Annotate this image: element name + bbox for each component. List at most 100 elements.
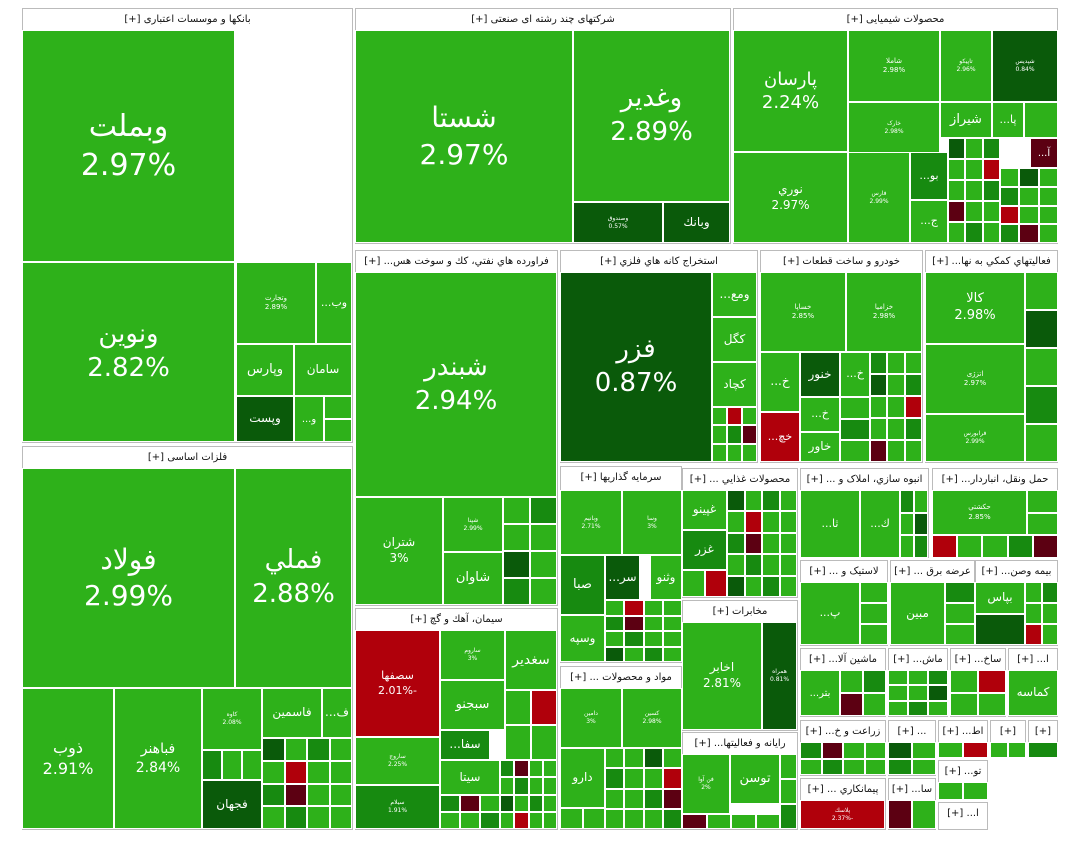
small-tile — [840, 397, 870, 419]
small-tile — [1025, 624, 1042, 645]
small-tile — [744, 532, 762, 555]
stock-tile: وبانيم 2.71% — [560, 490, 622, 555]
small-tile — [643, 646, 663, 662]
stock-change: 2.99% — [84, 579, 173, 612]
small-tile — [950, 670, 978, 693]
small-tile — [460, 812, 480, 829]
stock-tile: بتر... — [800, 670, 840, 716]
stock-name: غپينو — [692, 502, 717, 517]
stock-tile: وبانك — [663, 202, 730, 243]
small-tile — [744, 490, 762, 512]
stock-name: حكشتي — [968, 503, 991, 512]
small-tile — [704, 570, 727, 597]
sector-title: [+] — [1029, 721, 1057, 742]
small-tile — [1019, 205, 1039, 225]
stock-name: همراه — [772, 668, 787, 676]
small-tile — [1000, 168, 1020, 187]
small-tile — [840, 670, 863, 693]
small-tile — [755, 814, 780, 829]
stock-name: فملي — [264, 545, 323, 576]
small-tile — [624, 600, 644, 616]
small-tile — [662, 748, 682, 769]
small-tile — [712, 407, 727, 426]
small-tile — [727, 443, 742, 462]
small-tile — [821, 742, 843, 759]
stock-tile: وپست — [236, 396, 294, 442]
stock-name: فاسمين — [272, 705, 312, 720]
stock-name: كالا — [966, 291, 984, 307]
stock-name: ساروم — [464, 647, 481, 655]
small-tile — [643, 600, 663, 616]
small-tile — [624, 748, 644, 769]
small-tile — [904, 396, 922, 418]
sector-title: مخابرات [+] — [683, 601, 797, 622]
small-tile — [1008, 742, 1026, 758]
stock-name: وبانيم — [584, 514, 598, 522]
small-tile — [605, 748, 625, 769]
stock-tile: وپارس — [236, 344, 294, 396]
small-tile — [908, 685, 928, 701]
stock-tile: شپديس 0.84% — [992, 30, 1058, 102]
small-tile — [888, 670, 908, 686]
stock-tile: وثنو — [650, 555, 682, 600]
stock-tile: فرابورس 2.99% — [925, 414, 1025, 462]
stock-change: 2.98% — [642, 718, 662, 725]
small-tile — [887, 374, 905, 396]
small-tile — [460, 795, 480, 812]
stock-name: شستا — [431, 101, 497, 135]
small-tile — [528, 811, 543, 829]
small-tile — [262, 760, 285, 784]
stock-tile: وسا 3% — [622, 490, 682, 555]
small-tile — [914, 490, 928, 513]
small-tile — [307, 783, 330, 807]
stock-tile: فجهان — [202, 780, 262, 829]
stock-tile: فن آوا 2% — [682, 754, 730, 814]
small-tile — [307, 738, 330, 761]
stock-tile: بو... — [910, 152, 948, 200]
small-tile — [779, 575, 797, 597]
small-tile — [1019, 168, 1039, 187]
stock-tile: وتجارت 2.89% — [236, 262, 316, 344]
small-tile — [262, 783, 285, 807]
stock-change: 2.99% — [965, 438, 985, 445]
sector-title: ساخ... [+] — [951, 649, 1005, 670]
small-tile — [643, 748, 663, 769]
stock-name: وغدير — [620, 83, 683, 114]
small-tile — [542, 760, 557, 778]
small-tile — [1025, 582, 1042, 603]
stock-name: ف... — [325, 705, 349, 720]
stock-tile: مبين — [890, 582, 945, 645]
stock-name: شبندر — [424, 351, 488, 382]
stock-tile: ج... — [910, 200, 948, 243]
stock-tile: پا... — [992, 102, 1024, 138]
small-tile — [982, 535, 1008, 558]
stock-change: 2.88% — [252, 579, 335, 609]
stock-name: وپارس — [246, 361, 283, 377]
small-tile — [945, 582, 975, 603]
small-tile — [440, 795, 460, 812]
sector: ا... [+] — [938, 802, 988, 830]
small-tile — [712, 443, 727, 462]
stock-tile: سامان — [294, 344, 352, 396]
stock-change: 2% — [701, 784, 711, 791]
small-tile — [888, 700, 908, 716]
stock-name: پلاسك — [834, 806, 851, 814]
small-tile — [712, 425, 727, 444]
small-tile — [605, 808, 625, 829]
stock-tile: خساپا 2.85% — [760, 272, 846, 352]
stock-name: شپديس — [1015, 58, 1035, 66]
sector-title: اط... [+] — [939, 721, 987, 742]
stock-tile: اتزژی 2.97% — [925, 344, 1025, 414]
small-tile — [727, 425, 742, 444]
small-tile — [542, 811, 557, 829]
small-tile — [965, 201, 983, 222]
small-tile — [780, 779, 797, 804]
sector-title: عرضه برق ... [+] — [891, 561, 974, 582]
small-tile — [887, 418, 905, 440]
stock-name: فباهنر — [140, 741, 176, 758]
small-tile — [1025, 272, 1058, 310]
small-tile — [860, 624, 888, 645]
small-tile — [863, 670, 886, 693]
stock-tile: شاوان — [443, 552, 503, 605]
small-tile — [1032, 535, 1058, 558]
